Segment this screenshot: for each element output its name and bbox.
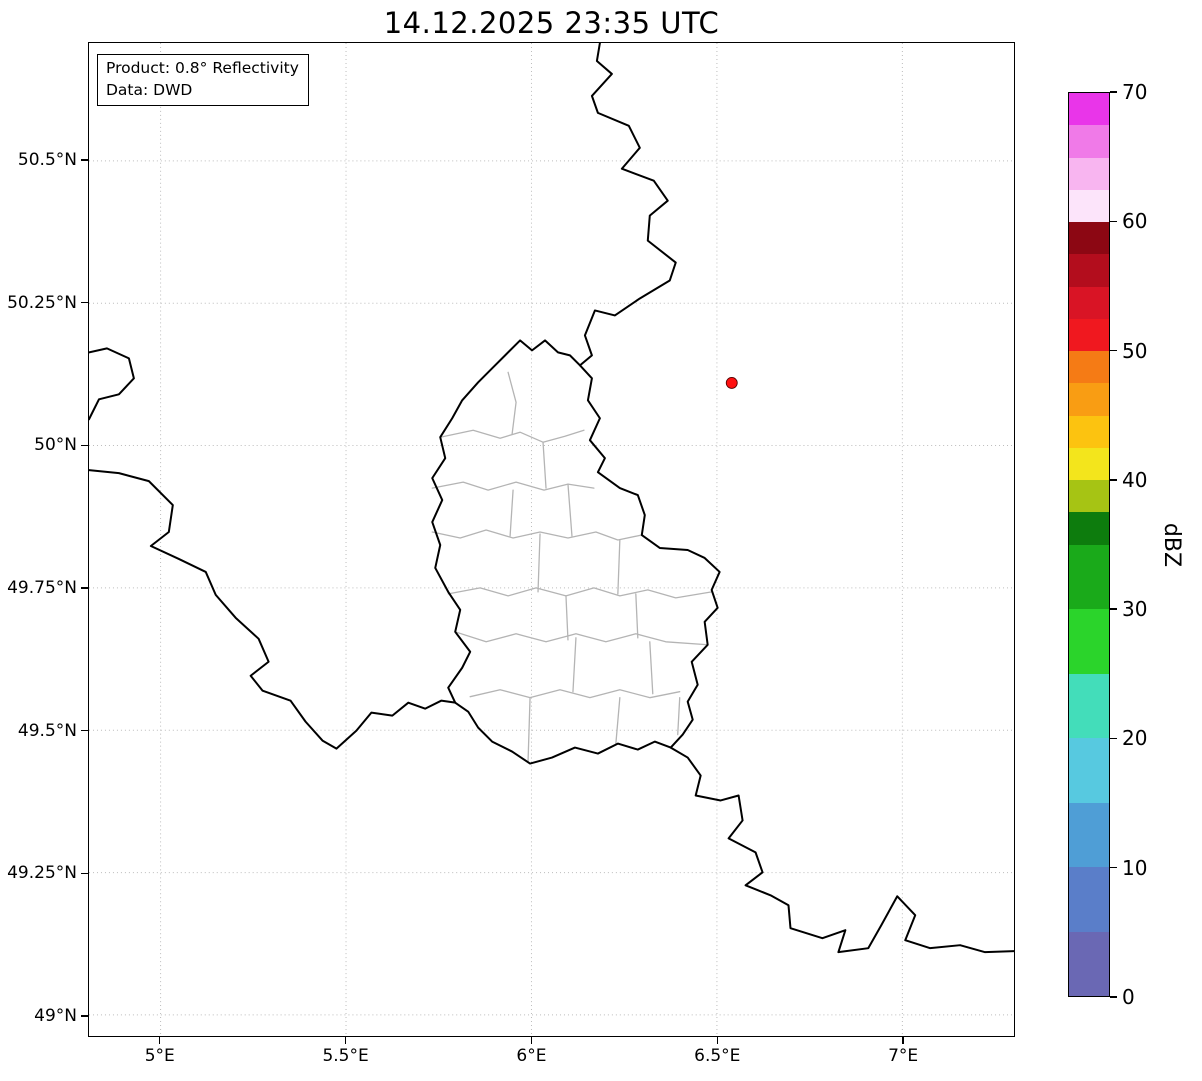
y-axis-tick: [81, 444, 88, 446]
colorbar-segment-50-52.5: [1069, 318, 1109, 351]
colorbar-segment-15-20: [1069, 738, 1109, 803]
x-axis-tick-label: 5°E: [144, 1046, 175, 1066]
colorbar-tick: [1110, 608, 1117, 610]
colorbar-segment-35-37.5: [1069, 512, 1109, 545]
x-axis-tick: [530, 1037, 533, 1044]
grid-lines: [89, 43, 1014, 1036]
colorbar-segment-60-62.5: [1069, 189, 1109, 222]
colorbar-segment-25-30: [1069, 609, 1109, 674]
france-germany-border: [669, 746, 1014, 954]
y-axis-tick-label: 49°N: [34, 1005, 77, 1026]
colorbar-tick-label: 30: [1122, 597, 1148, 622]
luxembourg-outline: [431, 339, 721, 765]
x-axis-tick-label: 5.5°E: [322, 1046, 369, 1066]
y-axis-tick-label: 50°N: [34, 435, 77, 456]
colorbar-segment-67.5-70: [1069, 93, 1109, 126]
y-axis-tick: [81, 302, 88, 304]
colorbar-segment-42.5-45: [1069, 415, 1109, 448]
colorbar-tick-label: 40: [1122, 467, 1148, 492]
colorbar-segment-62.5-65: [1069, 157, 1109, 190]
x-axis-tick-label: 6.5°E: [694, 1046, 741, 1066]
colorbar-tick-label: 0: [1122, 985, 1135, 1009]
y-axis-tick: [81, 729, 88, 732]
colorbar-tick: [1110, 349, 1117, 352]
country-borders: [89, 43, 1014, 954]
colorbar-segment-57.5-60: [1069, 222, 1109, 255]
colorbar-tick: [1110, 996, 1117, 998]
colorbar-segment-45-47.5: [1069, 383, 1109, 416]
colorbar-segment-0-5: [1069, 931, 1109, 996]
y-axis-tick-label: 50.25°N: [7, 292, 77, 313]
x-axis-tick: [159, 1037, 161, 1044]
luxembourg-canton-borders: [431, 371, 713, 763]
givet-salient-border: [89, 347, 135, 421]
y-axis-tick-label: 50.5°N: [17, 150, 77, 171]
colorbar-segment-37.5-40: [1069, 480, 1109, 513]
x-axis-tick: [344, 1037, 347, 1044]
colorbar-segment-10-15: [1069, 802, 1109, 867]
colorbar-tick-label: 20: [1122, 726, 1148, 751]
colorbar-tick-label: 70: [1122, 80, 1148, 104]
colorbar-segment-55-57.5: [1069, 254, 1109, 287]
radar-site-marker: [725, 376, 738, 389]
product-info-box: Product: 0.8° Reflectivity Data: DWD: [97, 54, 309, 107]
y-axis-tick-label: 49.5°N: [17, 720, 77, 741]
colorbar-axis-label: dBZ: [1159, 522, 1184, 568]
data-source-line: Data: DWD: [106, 80, 193, 99]
y-axis-tick: [81, 159, 88, 161]
y-axis-tick: [81, 587, 88, 589]
x-axis-tick-label: 7°E: [888, 1046, 919, 1066]
colorbar-tick-label: 60: [1122, 209, 1148, 234]
map-axes: Product: 0.8° Reflectivity Data: DWD: [88, 42, 1015, 1037]
y-axis-tick: [81, 1015, 88, 1017]
x-axis-tick: [716, 1037, 718, 1044]
colorbar-segment-47.5-50: [1069, 351, 1109, 384]
colorbar-segment-40-42.5: [1069, 447, 1109, 480]
colorbar: [1068, 92, 1110, 997]
colorbar-segment-20-25: [1069, 673, 1109, 738]
y-axis-tick-label: 49.25°N: [7, 863, 77, 884]
colorbar-tick: [1110, 737, 1117, 740]
colorbar-tick-label: 50: [1122, 338, 1148, 363]
colorbar-segment-5-10: [1069, 867, 1109, 932]
colorbar-tick: [1110, 91, 1117, 93]
belgium-germany-border: [578, 43, 677, 367]
colorbar-segment-52.5-55: [1069, 286, 1109, 319]
colorbar-segment-30-35: [1069, 544, 1109, 609]
map-canvas: [89, 43, 1014, 1036]
colorbar-tick-label: 10: [1122, 855, 1148, 880]
france-belgium-border: [89, 469, 457, 750]
colorbar-gradient: [1069, 93, 1109, 996]
product-info-line: Product: 0.8° Reflectivity: [106, 59, 299, 77]
colorbar-tick: [1110, 220, 1117, 222]
figure-title: 14.12.2025 23:35 UTC: [383, 6, 720, 40]
colorbar-tick: [1110, 867, 1117, 869]
x-axis-tick-label: 6°E: [516, 1046, 547, 1066]
y-axis-tick: [81, 872, 88, 874]
colorbar-tick: [1110, 479, 1117, 481]
y-axis-tick-label: 49.75°N: [7, 577, 77, 598]
x-axis-tick: [902, 1037, 904, 1044]
colorbar-segment-65-67.5: [1069, 125, 1109, 158]
